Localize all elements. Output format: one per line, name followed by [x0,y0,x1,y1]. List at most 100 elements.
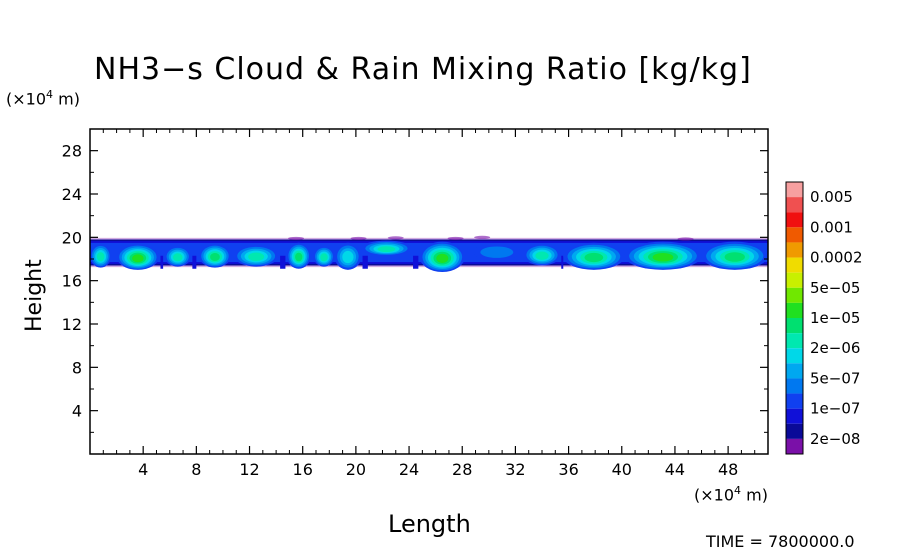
x-axis: 4 8 12 16 20 24 28 32 36 40 44 48 [102,129,756,479]
colorbar-swatch [786,182,803,198]
plot-frame [89,128,769,455]
x-tick-label: 16 [293,460,313,479]
contour-level [584,252,604,263]
colorbar-label: 1e−07 [810,400,860,418]
y-axis-label: Height [22,259,47,332]
band-gap [362,255,368,269]
x-tick-label: 36 [558,460,578,479]
y-tick-label: 20 [62,228,82,247]
colorbar-swatch [786,393,803,409]
x-tick-label: 48 [718,460,738,479]
colorbar-swatch [786,318,803,334]
y-axis: 4 8 12 16 20 24 28 [62,142,768,433]
cloud-cell [523,243,561,266]
band-gap [413,255,419,269]
colorbar-swatch [786,423,803,439]
colorbar-label: 0.0002 [810,249,863,267]
cloud-cell [164,245,192,267]
contour-level [96,252,105,262]
colorbar-swatch [786,363,803,379]
cloud-wisp [474,235,491,239]
x-tick-label: 8 [191,460,201,479]
contour-level [173,253,183,262]
cloud-wisp [447,236,464,241]
cloud-cell [624,241,702,270]
contour-level [724,252,745,262]
x-tick-label: 4 [138,460,148,479]
contour-level [480,246,514,258]
colorbar-label: 2e−06 [810,339,860,357]
colorbar-swatch [786,438,803,454]
cloud-cell [563,242,625,270]
cloud-cell [361,240,412,256]
x-tick-label: 28 [452,460,472,479]
contour-level [377,246,396,253]
cloud-wisp [288,236,305,241]
cloud-cell [701,241,768,270]
cloud-cell [286,242,311,269]
colorbar-label: 2e−08 [810,430,860,448]
x-tick-label: 44 [665,460,685,479]
colorbar-swatch [786,257,803,273]
colorbar-swatch [786,408,803,424]
colorbar-swatch [786,272,803,288]
cloud-wisp [350,236,367,241]
y-tick-label: 12 [62,315,82,334]
y-axis-unit: (×104 m) [6,88,80,109]
colorbar-swatch [786,197,803,213]
y-tick-label: 4 [72,402,82,421]
contour-level [535,251,549,260]
colorbar-swatch [786,227,803,243]
x-tick-label: 24 [399,460,419,479]
time-label: TIME = 7800000.0 [706,532,855,551]
cloud-cell [199,243,231,268]
y-tick-label: 24 [62,185,82,204]
y-tick-label: 16 [62,272,82,291]
colorbar-swatch [786,378,803,394]
contour-level [132,254,144,263]
colorbar-label: 1e−05 [810,309,860,327]
cloud-cell [472,243,521,261]
colorbar-swatch [786,287,803,303]
colorbar-label: 0.005 [810,188,853,206]
colorbar-swatch [786,348,803,364]
contour-level [210,252,220,262]
colorbar-frame [785,181,804,455]
colorbar-swatch [786,212,803,228]
y-tick-label: 28 [62,142,82,161]
contour-level [295,252,303,262]
colorbar-label: 0.001 [810,218,853,236]
x-axis-label: Length [388,510,471,538]
cloud-cell [419,241,465,272]
colorbar-swatch [786,242,803,258]
colorbar-label: 5e−05 [810,279,860,297]
contour-level [248,252,265,261]
cloud-cell [233,244,279,267]
plot-area [89,128,769,455]
contour-level [342,250,354,264]
chart-title: NH3−s Cloud & Rain Mixing Ratio [kg/kg] [94,52,752,87]
x-tick-label: 32 [505,460,525,479]
x-axis-unit: (×104 m) [694,484,768,505]
band-gap [561,255,564,269]
cloud-contours [90,235,768,272]
y-tick-label: 8 [72,358,82,377]
cloud-wisp [387,236,404,240]
band-gap [280,255,286,269]
band-gap [192,255,197,269]
contour-level [320,253,328,262]
colorbar-label: 5e−07 [810,369,860,387]
x-tick-label: 12 [239,460,259,479]
cloud-wisp [677,237,694,241]
colorbar-legend: 0.005 0.001 0.0002 5e−05 1e−05 2e−06 5e−07 1e−0… [785,181,863,455]
contour-level [652,252,674,262]
contour-level [436,253,449,263]
cloud-cell [313,245,335,267]
colorbar-swatch [786,333,803,349]
x-tick-label: 20 [346,460,366,479]
cloud-cell [116,243,160,270]
band-gap [160,255,164,269]
x-tick-label: 40 [612,460,632,479]
cloud-cell [334,242,362,270]
